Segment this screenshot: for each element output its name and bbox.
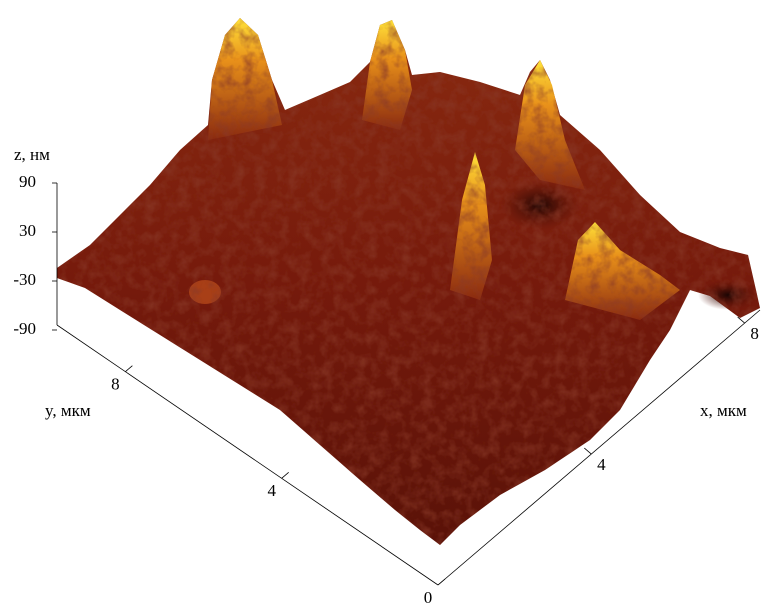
x-tick-label: 8 xyxy=(750,324,759,343)
z-tick-label: -90 xyxy=(13,319,36,338)
x-axis-label: x, мкм xyxy=(700,401,747,420)
x-tick xyxy=(738,317,745,323)
x-tick-label: 4 xyxy=(597,455,606,474)
chart: z, нм y, мкм x, мкм 90 30 -30 -90 0 4 8 4 8 xyxy=(0,0,764,608)
y-tick xyxy=(125,366,132,372)
x-tick xyxy=(584,448,591,454)
y-tick-label: 0 xyxy=(424,588,433,607)
z-axis-label: z, нм xyxy=(14,145,50,164)
y-tick-label: 8 xyxy=(111,375,120,394)
z-tick-label: -30 xyxy=(13,270,36,289)
z-tick-label: 90 xyxy=(19,172,36,191)
surface xyxy=(57,18,760,545)
y-tick xyxy=(438,579,445,585)
z-tick-label: 30 xyxy=(19,221,36,240)
y-axis-label: y, мкм xyxy=(45,401,91,420)
y-tick-label: 4 xyxy=(267,481,276,500)
y-tick xyxy=(282,472,289,478)
